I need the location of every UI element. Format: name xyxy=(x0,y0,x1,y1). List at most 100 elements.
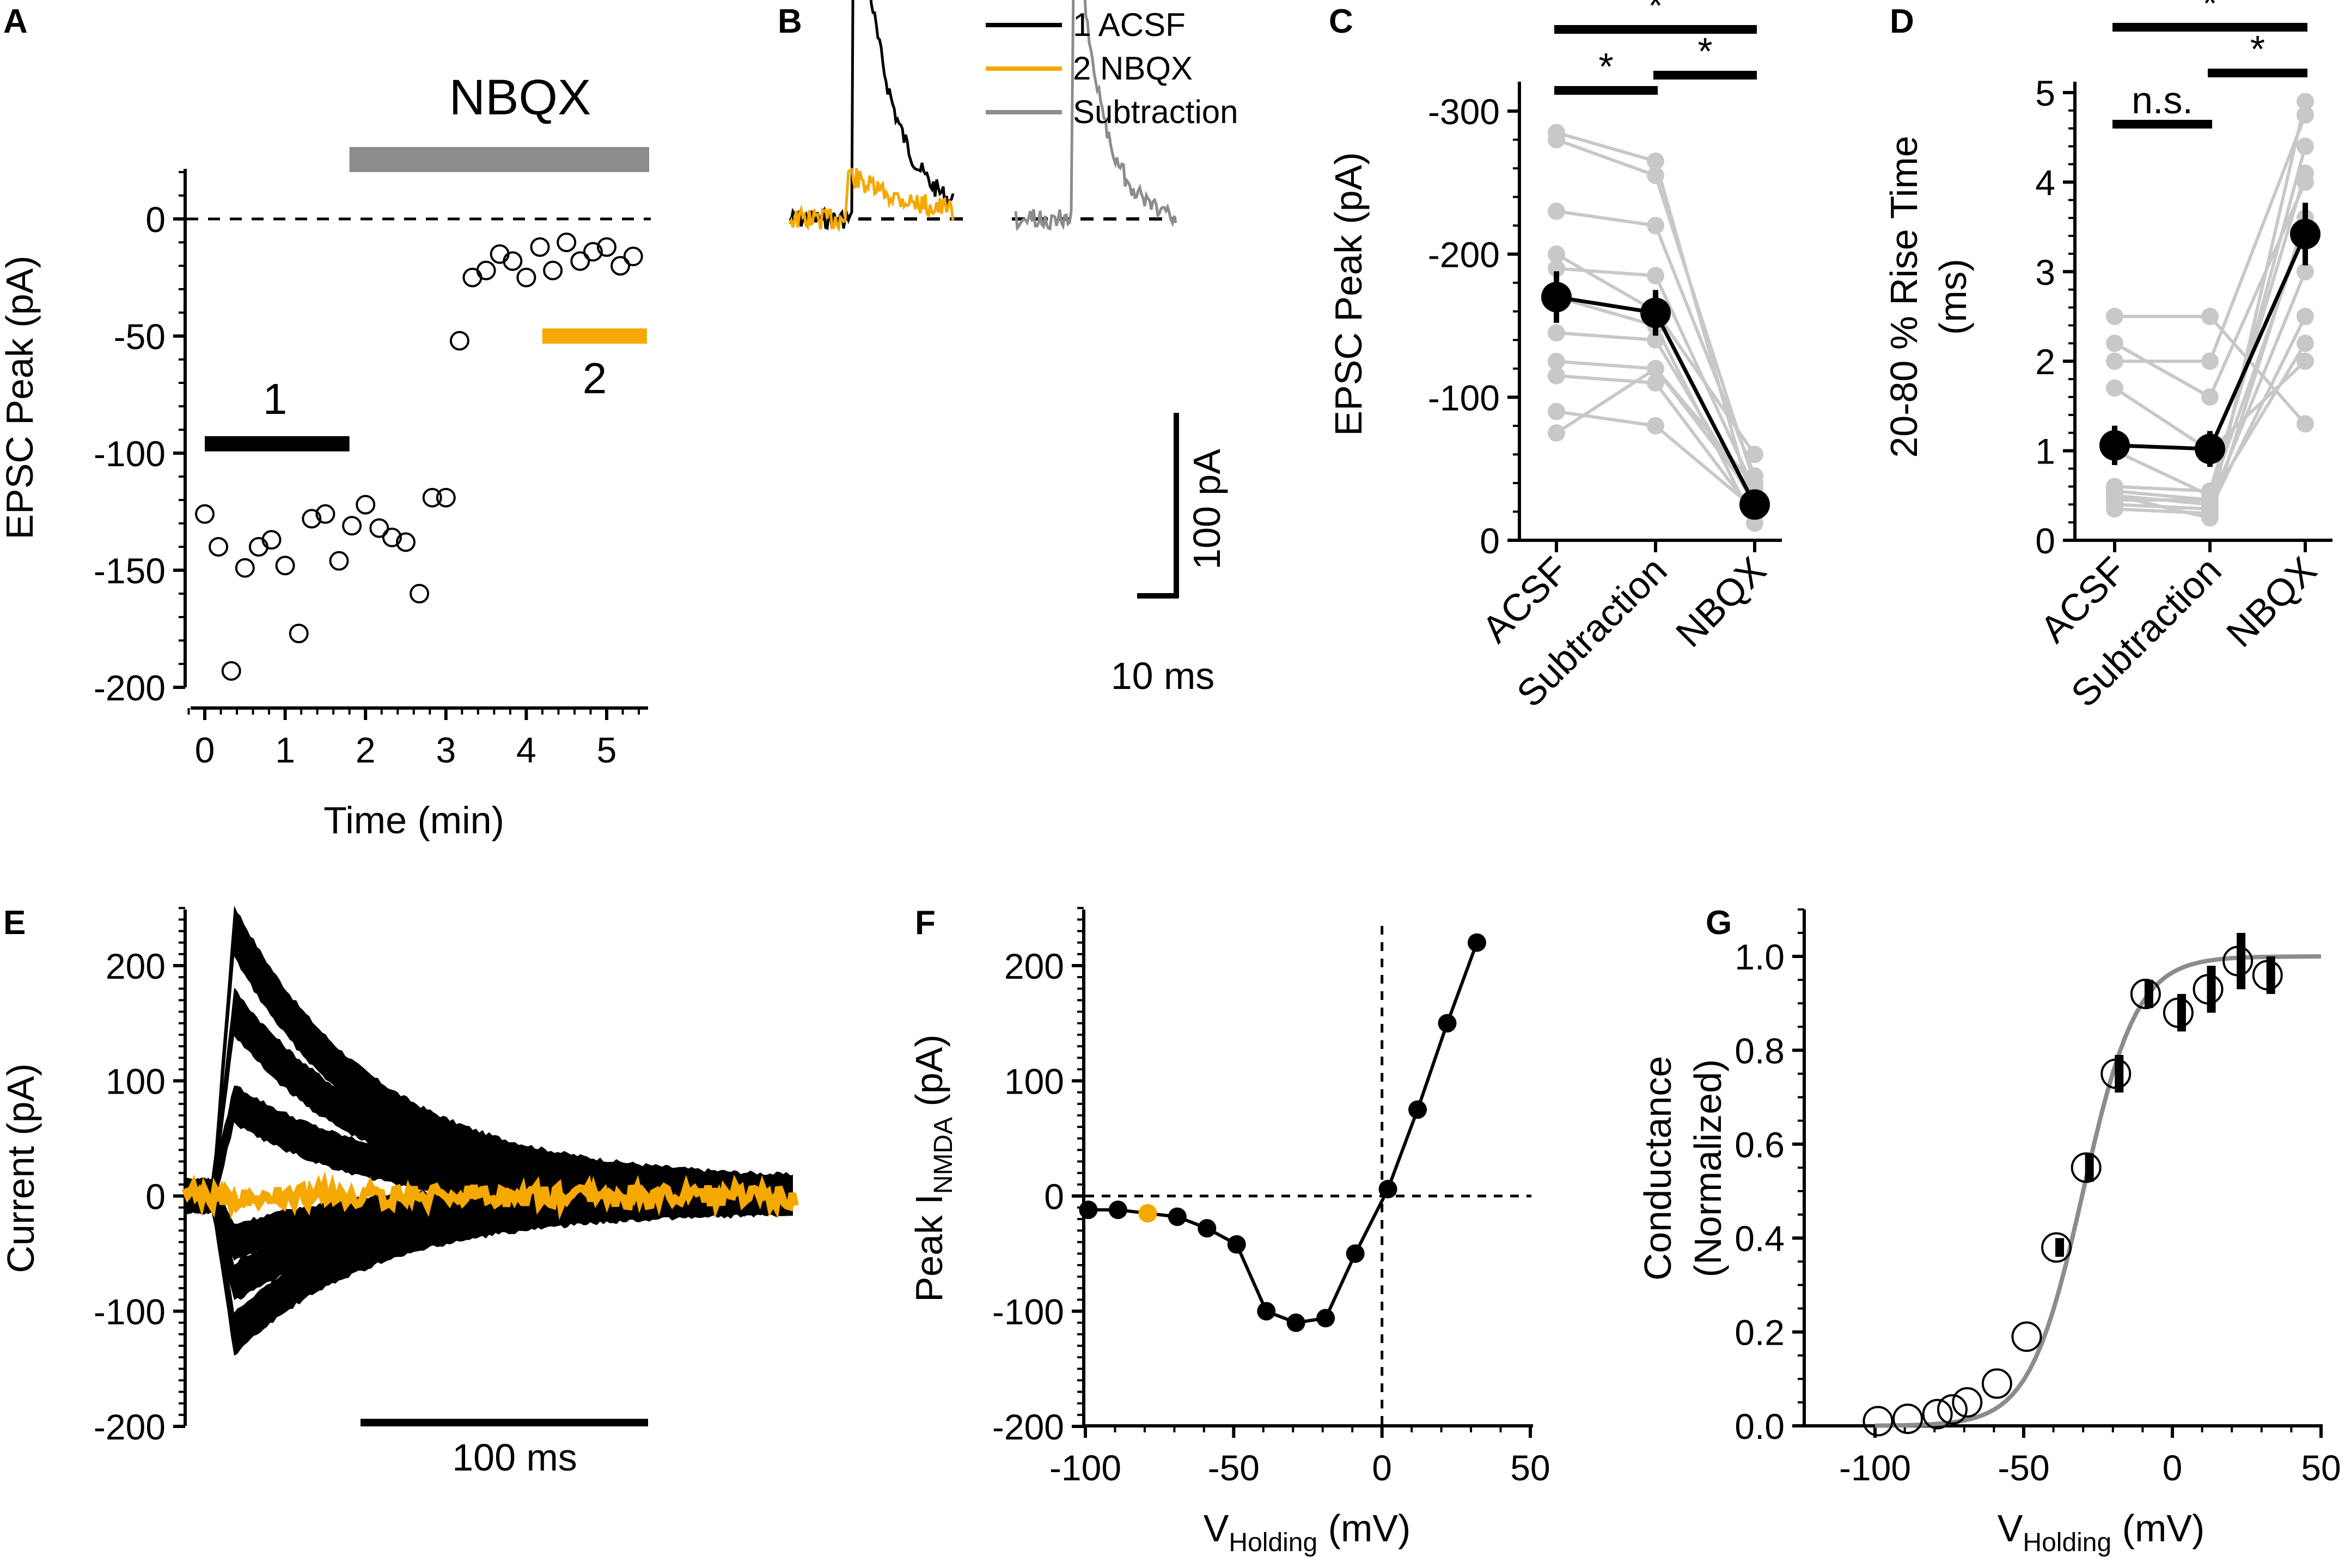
cell-point xyxy=(2106,334,2123,352)
cell-point xyxy=(1647,374,1664,392)
y-axis-label: Conductance xyxy=(1636,1056,1679,1281)
mean-point xyxy=(1739,489,1770,520)
trace-subtraction xyxy=(1014,0,1177,231)
y-tick-label: 4 xyxy=(2035,162,2055,203)
y-tick-label: 5 xyxy=(2035,73,2055,113)
y-axis-label-unit: (ms) xyxy=(1932,259,1974,335)
cell-point xyxy=(1548,324,1565,342)
data-point xyxy=(1257,1302,1276,1321)
trace-nbqx xyxy=(788,167,955,233)
data-point xyxy=(436,487,456,508)
significance-label: * xyxy=(1697,30,1712,72)
panel-letter: A xyxy=(3,3,28,40)
y-tick-label: 0.0 xyxy=(1735,1406,1785,1447)
y-axis-label: 20-80 % Rise Time xyxy=(1883,136,1925,457)
data-point xyxy=(289,624,309,644)
cell-point xyxy=(1746,474,1763,492)
y-tick-label: 0 xyxy=(145,1176,166,1217)
y-tick-label: 0.6 xyxy=(1735,1125,1785,1165)
y-tick-label: 0.8 xyxy=(1735,1030,1785,1071)
data-point xyxy=(2222,945,2254,977)
data-point xyxy=(1952,1387,1983,1418)
legend-label: Subtraction xyxy=(1073,94,1238,130)
x-tick-label: 1 xyxy=(275,730,295,770)
data-point xyxy=(1138,1204,1157,1223)
data-point xyxy=(315,504,335,524)
cell-point xyxy=(2297,164,2314,182)
panel-letter: C xyxy=(1329,3,1353,40)
x-axis-label: Time (min) xyxy=(323,799,504,841)
cell-point xyxy=(1548,402,1565,420)
data-point xyxy=(610,256,631,276)
significance-label: * xyxy=(2202,0,2217,25)
x-axis-label-sub: Holding xyxy=(2023,1528,2111,1557)
panel-e: E 200 100 0 -100 -200 Current (pA) 100 ms xyxy=(0,904,799,1479)
y-tick-label: -300 xyxy=(1428,91,1500,132)
cell-point xyxy=(2106,379,2123,397)
cell-point xyxy=(1647,217,1664,235)
panel-letter: B xyxy=(778,3,802,40)
data-point xyxy=(1316,1309,1335,1328)
y-axis-label: Current (pA) xyxy=(0,1063,42,1273)
cell-point xyxy=(1548,367,1565,385)
data-point xyxy=(1346,1244,1365,1263)
panel-g: G 0.0 0.2 0.4 0.6 0.8 1.0 -100 -50 0 50 Conductance… xyxy=(1636,904,2341,1557)
data-point xyxy=(410,584,430,603)
cell-point xyxy=(1647,417,1664,435)
data-point xyxy=(1408,1100,1427,1119)
significance-label: * xyxy=(1598,45,1613,88)
data-point xyxy=(476,260,496,280)
y-tick-label: 0 xyxy=(145,199,166,240)
data-point xyxy=(1079,1200,1098,1219)
data-point xyxy=(597,237,616,257)
cell-point xyxy=(2297,308,2314,325)
nbqx-label: NBQX xyxy=(449,70,591,125)
x-axis-label-main: V xyxy=(1998,1507,2023,1549)
data-point xyxy=(1937,1394,1968,1425)
data-point xyxy=(2071,1152,2102,1183)
boltzmann-fit xyxy=(1874,954,2322,1428)
nbqx-application-bar xyxy=(349,147,649,172)
data-point xyxy=(2130,978,2161,1009)
cell-point xyxy=(1647,152,1664,170)
data-point xyxy=(1286,1313,1305,1332)
cell-point xyxy=(1548,424,1565,442)
cell-point xyxy=(1746,446,1763,463)
data-point xyxy=(2041,1232,2072,1263)
y-tick-label: 0.4 xyxy=(1735,1218,1785,1259)
y-tick-label: -150 xyxy=(94,551,166,591)
y-tick-label: 100 xyxy=(1004,1061,1064,1102)
data-point xyxy=(1438,1014,1457,1033)
panel-letter: E xyxy=(3,904,26,942)
x-tick-label: -50 xyxy=(1998,1448,2049,1488)
x-tick-label: -50 xyxy=(1208,1448,1260,1488)
y-tick-label: -100 xyxy=(94,434,166,474)
x-tick-label: 5 xyxy=(597,730,617,770)
x-axis-label: VHolding (mV) xyxy=(1204,1507,1411,1557)
y-axis-label: EPSC Peak (pA) xyxy=(1327,152,1370,436)
scalebar-x-label: 100 ms xyxy=(452,1436,577,1479)
x-axis-label-main: V xyxy=(1204,1507,1229,1549)
y-tick-label: 1 xyxy=(2035,431,2055,472)
y-tick-label: -200 xyxy=(992,1407,1064,1447)
data-point xyxy=(1922,1399,1953,1430)
y-axis-label-unit: (pA) xyxy=(908,1034,950,1117)
cell-point xyxy=(1548,259,1565,277)
data-point xyxy=(2252,960,2283,991)
panel-letter: G xyxy=(1706,904,1732,942)
y-tick-label: -100 xyxy=(992,1292,1064,1332)
y-tick-label: 0 xyxy=(2035,521,2055,561)
panel-letter: D xyxy=(1890,3,1914,40)
x-tick-label: 2 xyxy=(356,730,376,770)
cell-point xyxy=(2106,500,2123,518)
data-point xyxy=(1198,1219,1217,1238)
legend-label: 2 NBQX xyxy=(1073,50,1193,87)
data-point xyxy=(2163,997,2194,1028)
y-tick-label: -100 xyxy=(94,1292,166,1332)
cell-point xyxy=(2106,308,2123,325)
data-point xyxy=(557,233,577,252)
data-point xyxy=(382,527,402,547)
